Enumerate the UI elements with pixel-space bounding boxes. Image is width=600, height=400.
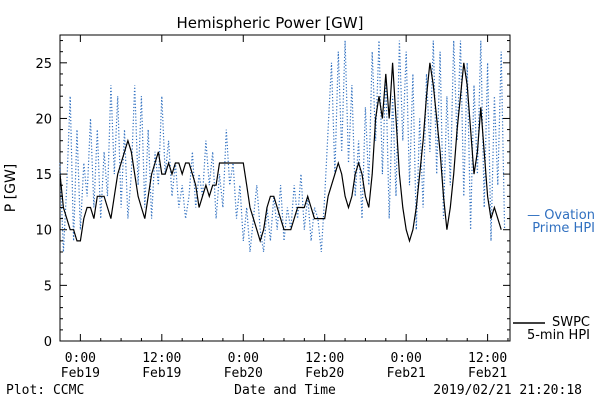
plot-area — [59, 34, 511, 342]
x-tick-date: Feb20 — [224, 366, 263, 381]
x-axis: 0:00Feb1912:00Feb190:00Feb2012:00Feb200:… — [59, 35, 509, 381]
y-axis-label: P [GW] — [3, 164, 19, 213]
plot-timestamp: 2019/02/21 21:20:18 — [433, 383, 582, 398]
ovation-series-layer — [59, 40, 506, 253]
y-axis: 0 5 10 15 20 25 — [35, 40, 510, 350]
y-tick-label: 25 — [35, 57, 52, 72]
y-tick-label: 0 — [44, 335, 52, 350]
x-tick-time: 12:00 — [142, 351, 181, 366]
chart-title: Hemispheric Power [GW] — [177, 14, 364, 32]
swpc-series-layer — [59, 62, 502, 243]
x-tick-time: 12:00 — [468, 351, 507, 366]
y-tick-label: 20 — [35, 112, 52, 127]
plot-frame — [59, 34, 511, 342]
legend-swpc-line2: 5-min HPI — [527, 328, 590, 343]
x-tick-date: Feb21 — [468, 366, 507, 381]
legend-ovation-line1: — Ovation — [527, 208, 595, 223]
x-axis-label: Date and Time — [234, 383, 336, 398]
x-tick-time: 12:00 — [305, 351, 344, 366]
legend-swpc: SWPC 5-min HPI — [513, 315, 590, 343]
y-tick-label: 10 — [35, 224, 52, 239]
x-tick-time: 0:00 — [390, 351, 421, 366]
legend-swpc-line1: SWPC — [552, 315, 590, 330]
x-tick-time: 0:00 — [228, 351, 259, 366]
legend-ovation-line2: Prime HPI — [532, 221, 595, 236]
plot-credit: Plot: CCMC — [6, 383, 84, 398]
series-line-ovation-prime — [59, 40, 506, 253]
legend-ovation: — Ovation Prime HPI — [527, 208, 595, 236]
series-line-swpc — [59, 62, 502, 243]
x-tick-date: Feb19 — [61, 366, 100, 381]
x-tick-date: Feb19 — [142, 366, 181, 381]
x-tick-time: 0:00 — [65, 351, 96, 366]
x-tick-date: Feb20 — [305, 366, 344, 381]
x-tick-date: Feb21 — [387, 366, 426, 381]
y-tick-label: 15 — [35, 168, 52, 183]
y-tick-label: 5 — [44, 279, 52, 294]
